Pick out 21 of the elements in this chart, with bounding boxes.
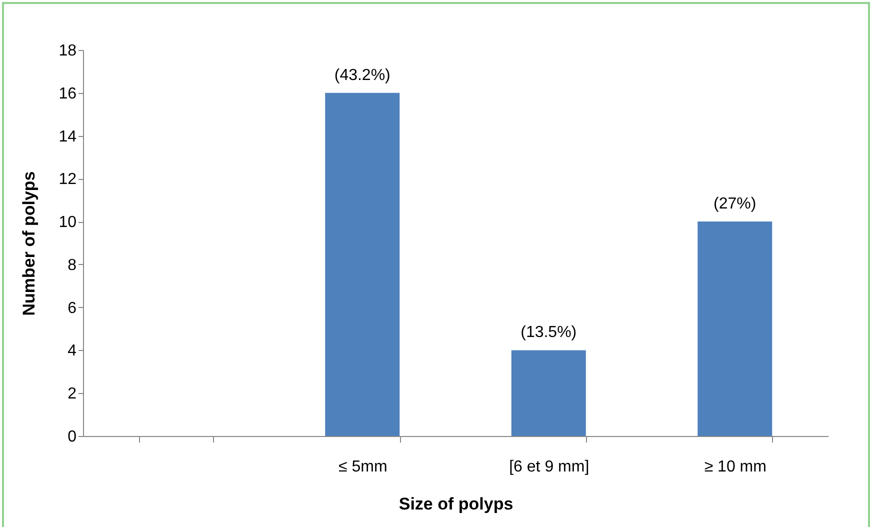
y-tick-label: 0 bbox=[68, 428, 77, 446]
y-tick-label: 8 bbox=[68, 256, 77, 274]
x-axis-title: Size of polyps bbox=[398, 494, 514, 514]
bar bbox=[325, 92, 400, 436]
x-tick-label: [6 et 9 mm] bbox=[509, 458, 590, 476]
y-tick-label: 6 bbox=[68, 300, 77, 317]
y-tick-label: 4 bbox=[68, 342, 77, 360]
y-axis-title: Number of polyps bbox=[20, 171, 39, 316]
y-tick-label: 16 bbox=[58, 85, 77, 102]
x-tick-label: ≥ 10 mm bbox=[704, 458, 766, 476]
annotation: (27%) bbox=[714, 196, 756, 213]
bar bbox=[511, 350, 586, 436]
annotation: (13.5%) bbox=[520, 324, 577, 342]
y-tick-label: 14 bbox=[58, 128, 77, 146]
y-tick-label: 10 bbox=[58, 214, 77, 232]
y-tick-label: 2 bbox=[68, 386, 77, 403]
bar bbox=[698, 222, 772, 436]
y-tick-label: 18 bbox=[58, 42, 77, 60]
y-tick-label: 12 bbox=[58, 171, 77, 188]
annotation: (43.2%) bbox=[334, 66, 390, 84]
x-tick-label: ≤ 5mm bbox=[338, 458, 388, 476]
